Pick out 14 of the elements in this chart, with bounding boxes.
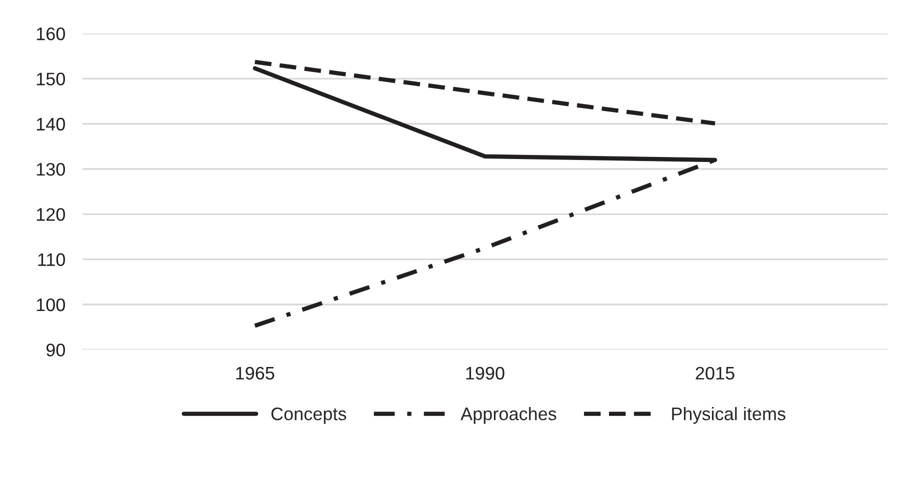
y-tick-label: 130 (36, 162, 65, 176)
x-tick-label: 2015 (696, 366, 734, 380)
x-tick-label: 1965 (236, 366, 274, 380)
y-tick-label: 100 (36, 298, 65, 312)
x-tick-label: 1990 (466, 366, 504, 380)
legend-label: Concepts (271, 407, 346, 424)
y-tick-label: 120 (36, 208, 65, 221)
legend-label: Approaches (460, 407, 556, 424)
y-tick-label: 90 (46, 344, 65, 356)
y-tick-label: 140 (36, 118, 65, 131)
y-tick-label: 160 (36, 27, 65, 40)
y-tick-label: 150 (36, 72, 65, 86)
y-tick-label: 110 (38, 253, 65, 266)
legend-label: Physical items (672, 407, 786, 424)
